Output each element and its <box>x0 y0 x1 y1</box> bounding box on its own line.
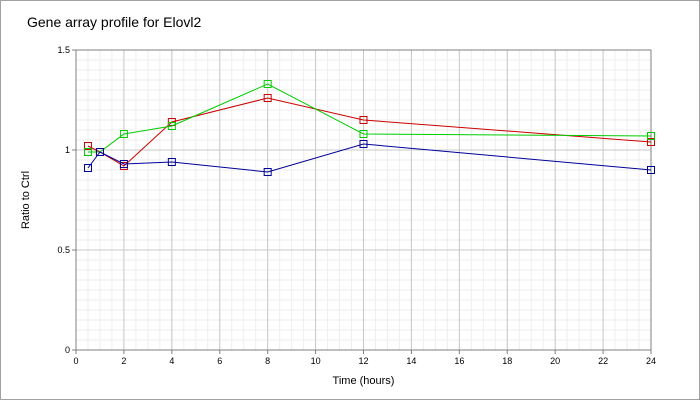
data-point-marker <box>263 94 272 102</box>
data-point-marker <box>167 122 176 130</box>
x-axis-ticks: 0 2 4 6 8 10 12 14 16 18 20 22 24 <box>73 350 656 366</box>
x-tick-label: 14 <box>406 356 416 366</box>
series-layer <box>83 80 655 176</box>
x-tick-label: 20 <box>550 356 560 366</box>
x-tick-label: 8 <box>265 356 270 366</box>
x-tick-label: 4 <box>169 356 174 366</box>
series-3 <box>83 140 655 176</box>
y-axis-label: Ratio to Ctrl <box>20 171 32 229</box>
data-point-marker <box>83 164 92 172</box>
x-tick-label: 2 <box>121 356 126 366</box>
y-tick-label: 0 <box>65 345 70 355</box>
data-point-marker <box>359 116 368 124</box>
x-tick-label: 22 <box>598 356 608 366</box>
data-point-marker <box>263 80 272 88</box>
x-tick-label: 24 <box>646 356 656 366</box>
data-point-marker <box>95 148 104 156</box>
data-point-marker <box>167 158 176 166</box>
series-line <box>87 97 652 167</box>
data-point-marker <box>83 142 92 150</box>
data-point-marker <box>119 160 128 168</box>
data-point-marker <box>119 130 128 138</box>
data-point-marker <box>359 130 368 138</box>
data-point-marker <box>83 148 92 156</box>
y-tick-label: 1 <box>65 145 70 155</box>
data-point-marker <box>647 132 655 140</box>
y-tick-label: 0.5 <box>57 245 70 255</box>
chart-title: Gene array profile for Elovl2 <box>27 14 202 30</box>
series-line <box>87 143 652 173</box>
x-axis-label: Time (hours) <box>333 375 395 387</box>
data-point-marker <box>359 140 368 148</box>
data-point-marker <box>263 168 272 176</box>
x-tick-label: 12 <box>358 356 368 366</box>
data-point-marker <box>647 138 655 146</box>
x-tick-label: 6 <box>217 356 222 366</box>
y-axis-ticks: 0 0.5 1 1.5 <box>57 45 76 355</box>
data-point-marker <box>647 166 655 174</box>
x-tick-label: 18 <box>502 356 512 366</box>
y-tick-label: 1.5 <box>57 45 70 55</box>
x-tick-label: 10 <box>311 356 321 366</box>
x-tick-label: 0 <box>73 356 78 366</box>
x-tick-label: 16 <box>454 356 464 366</box>
